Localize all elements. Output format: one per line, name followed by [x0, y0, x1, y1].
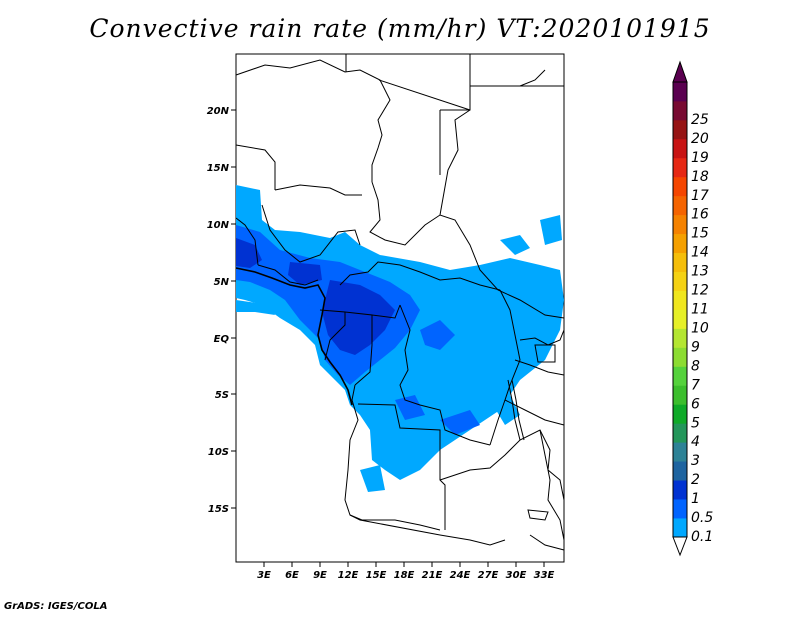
y-tick-label: 20N: [207, 106, 230, 117]
colorbar-swatch: [673, 214, 687, 235]
x-tick-label: 12E: [338, 570, 359, 581]
colorbar-swatch: [673, 233, 687, 254]
colorbar-label: 9: [691, 339, 700, 355]
x-tick-label: 33E: [534, 570, 555, 581]
x-tick-label: 18E: [394, 570, 415, 581]
colorbar-swatch: [673, 442, 687, 462]
x-tick-label: 15E: [366, 570, 387, 581]
colorbar-swatch: [673, 385, 687, 405]
axis-ticks: [231, 109, 545, 567]
colorbar-label: 7: [691, 377, 700, 393]
colorbar-label: 14: [691, 245, 709, 261]
colorbar-label: 6: [691, 396, 700, 412]
x-tick-label: 30E: [506, 570, 527, 581]
colorbar-swatch: [673, 404, 687, 424]
rain-field: [236, 185, 564, 492]
y-tick-labels: 20N 15N 10N 5N EQ 5S 10S 15S: [207, 106, 230, 515]
colorbar-swatch: [673, 252, 687, 272]
y-tick-label: 10N: [207, 220, 230, 231]
y-tick-label: 5N: [214, 277, 230, 288]
colorbar-swatch: [673, 347, 687, 367]
colorbar-label: 3: [691, 453, 700, 469]
colorbar-swatch: [673, 499, 687, 519]
colorbar-label: 13: [691, 264, 709, 280]
colorbar-swatch: [673, 328, 687, 348]
colorbar-label: 19: [691, 150, 709, 166]
colorbar-label: 0.5: [691, 510, 713, 526]
colorbar-swatch: [673, 176, 687, 197]
colorbar-swatch: [673, 119, 687, 140]
colorbar-label: 11: [691, 302, 709, 318]
colorbar-swatch: [673, 271, 687, 291]
colorbar-swatch: [673, 82, 687, 102]
country-borders: [235, 54, 565, 551]
colorbar-label: 25: [691, 112, 709, 128]
colorbar-swatch: [673, 518, 687, 538]
colorbar-label: 20: [691, 131, 709, 147]
colorbar-label: 8: [691, 358, 700, 374]
colorbar-label: 16: [691, 207, 709, 223]
y-tick-label: 15N: [207, 163, 230, 174]
x-tick-label: 21E: [422, 570, 443, 581]
colorbar-swatch: [673, 423, 687, 443]
grads-credit: GrADS: IGES/COLA: [4, 601, 108, 612]
colorbar-label: 1: [691, 491, 700, 507]
x-tick-label: 3E: [257, 570, 271, 581]
colorbar-label: 0.1: [691, 529, 713, 545]
colorbar-swatch: [673, 157, 687, 178]
colorbar-swatch: [673, 480, 687, 500]
y-tick-label: 5S: [215, 390, 229, 401]
colorbar-swatch: [673, 309, 687, 329]
y-tick-label: 15S: [208, 504, 229, 515]
colorbar-swatch: [673, 290, 687, 310]
colorbar-label: 10: [691, 320, 709, 336]
coastline: [235, 267, 353, 406]
x-tick-labels: 3E 6E 9E 12E 15E 18E 21E 24E 27E 30E 33E: [257, 570, 554, 581]
x-tick-label: 9E: [313, 570, 327, 581]
colorbar-label: 4: [691, 434, 700, 450]
colorbar-label: 12: [691, 283, 709, 299]
colorbar-swatch: [673, 138, 687, 159]
colorbar-label: 2: [691, 472, 700, 488]
colorbar-min-arrow: [672, 536, 688, 557]
colorbar-swatch: [673, 100, 687, 121]
colorbar-label: 15: [691, 226, 709, 242]
colorbar-swatch: [673, 366, 687, 386]
rain-heavy: [236, 238, 395, 355]
x-tick-label: 27E: [478, 570, 499, 581]
y-tick-label: 10S: [208, 447, 229, 458]
map-panel: 3E 6E 9E 12E 15E 18E 21E 24E 27E 30E 33E…: [207, 53, 565, 581]
x-tick-label: 6E: [285, 570, 299, 581]
y-tick-label: EQ: [214, 334, 230, 345]
colorbar-label: 5: [691, 415, 700, 431]
x-tick-label: 24E: [450, 570, 471, 581]
colorbar-label: 17: [691, 188, 709, 204]
colorbar-label: 18: [691, 169, 709, 185]
colorbar-max-arrow: [672, 60, 688, 83]
map-title: Convective rain rate (mm/hr) VT:20201019…: [89, 14, 711, 43]
colorbar-swatch: [673, 195, 687, 216]
colorbar-swatch: [673, 461, 687, 481]
